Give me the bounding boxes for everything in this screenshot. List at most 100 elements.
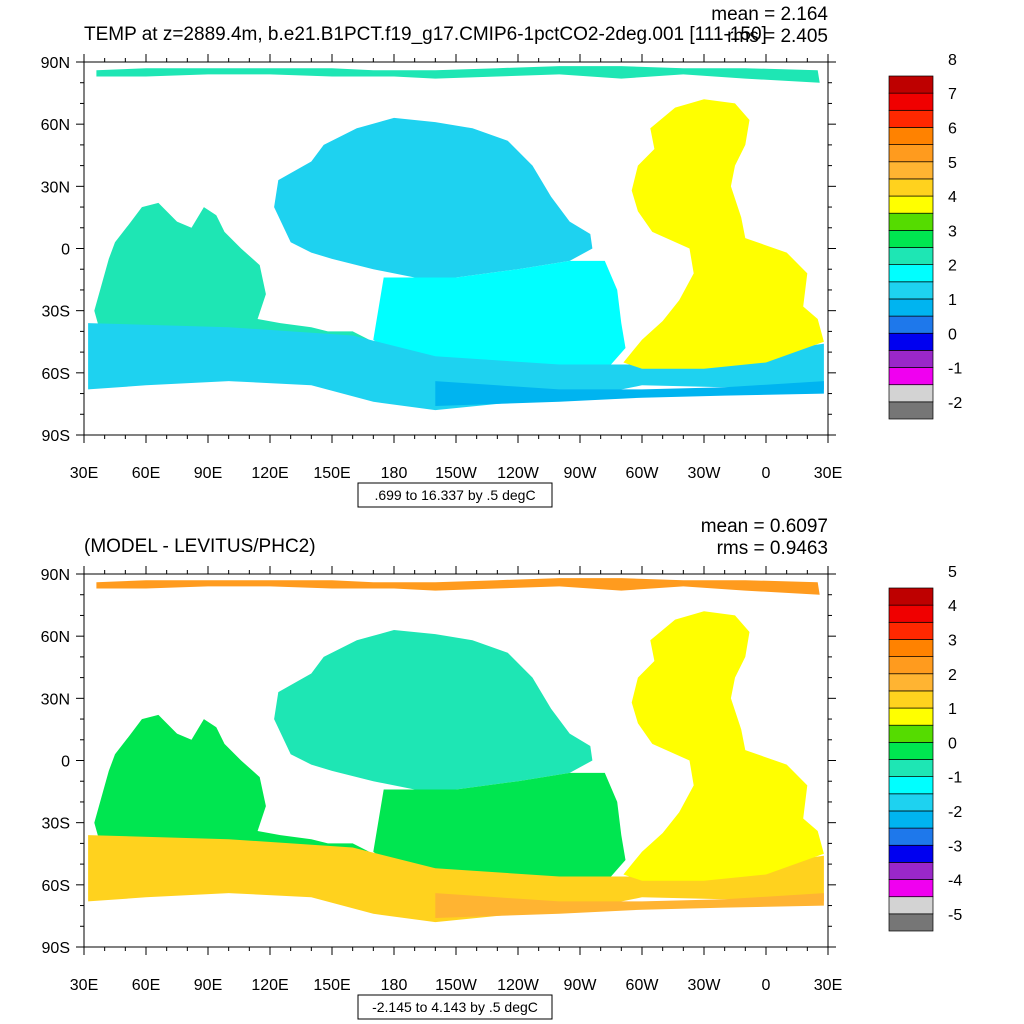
x-tick-label: 120W [497, 465, 540, 482]
colorbar-label: 8 [948, 52, 957, 69]
colorbar-label: 4 [948, 598, 957, 615]
colorbar-swatch [888, 298, 934, 317]
x-tick-label: 180 [381, 465, 408, 482]
colorbar-swatch [888, 793, 934, 812]
y-tick-label: 30S [42, 816, 70, 833]
colorbar-label: -4 [948, 873, 962, 890]
contour-info-label: -2.145 to 4.143 by .5 degC [372, 999, 538, 1015]
y-tick-label: 60S [42, 878, 70, 895]
rms-stat: rms = 2.405 [727, 26, 828, 47]
colorbar-swatch [888, 656, 934, 675]
colorbar-swatch [888, 776, 934, 795]
colorbar-swatch [888, 144, 934, 163]
x-tick-label: 90E [194, 977, 222, 994]
ocean-region-indian-ocean [94, 714, 374, 860]
x-tick-label: 150W [435, 977, 478, 994]
x-tick-label: 60W [626, 465, 660, 482]
x-tick-label: 30W [688, 977, 722, 994]
ocean-region-indian-ocean [94, 202, 374, 348]
colorbar-swatch [888, 827, 934, 846]
colorbar-swatch [888, 810, 934, 829]
colorbar-swatch [888, 161, 934, 180]
colorbar-label: 5 [948, 155, 957, 172]
colorbar-swatch [888, 724, 934, 743]
colorbar-label: 7 [948, 86, 957, 103]
colorbar-label: 2 [948, 667, 957, 684]
x-tick-label: 120E [251, 465, 288, 482]
x-tick-label: 150E [313, 977, 350, 994]
colorbar-swatch [888, 350, 934, 368]
rms-stat: rms = 0.9463 [717, 538, 828, 559]
colorbar-swatch [888, 896, 934, 915]
colorbar-swatch [888, 707, 934, 726]
colorbar-label: 1 [948, 292, 957, 309]
ocean-region-arctic [96, 578, 820, 595]
colorbar-swatch [888, 879, 934, 898]
y-tick-label: 30S [42, 304, 70, 321]
y-tick-label: 60N [41, 629, 70, 646]
colorbar-label: -1 [948, 770, 962, 787]
x-tick-label: 60E [132, 977, 160, 994]
colorbar-swatch [888, 639, 934, 657]
colorbar-swatch [888, 759, 934, 777]
colorbar-swatch [888, 281, 934, 300]
colorbar-swatch [888, 92, 934, 111]
y-tick-label: 90N [41, 55, 70, 72]
y-tick-label: 90N [41, 567, 70, 584]
map-panel-2: 30E 60E 90E 120E 150E 180 150W 120W 90W 60W 30W 0 30… [41, 516, 962, 1020]
colorbar-label: 5 [948, 564, 957, 581]
y-tick-label: 60N [41, 117, 70, 134]
ocean-region-south-pacific [373, 260, 626, 369]
map-panel-1: 30E 60E 90E 120E 150E 180 150W 120W 90W 60W 30W 0 30… [41, 4, 962, 508]
x-tick-label: 150E [313, 465, 350, 482]
x-tick-label: 90E [194, 465, 222, 482]
colorbar-label: 2 [948, 258, 957, 275]
colorbar-swatch [888, 247, 934, 265]
y-tick-label: 90S [42, 940, 70, 957]
x-tick-label: 0 [762, 465, 771, 482]
colorbar-swatch [888, 315, 934, 334]
colorbar-label: 0 [948, 735, 957, 752]
colorbar-label: -3 [948, 838, 962, 855]
ocean-region-southern-ocean [88, 835, 824, 923]
contour-info-box [357, 482, 553, 508]
colorbar-swatch [888, 367, 934, 386]
ocean-region-atlantic [623, 611, 824, 881]
chart-title: TEMP at z=2889.4m, b.e21.B1PCT.f19_g17.C… [84, 24, 767, 45]
ocean-region-south-pacific [373, 772, 626, 881]
x-tick-label: 90W [564, 977, 598, 994]
x-tick-label: 0 [762, 977, 771, 994]
colorbar-swatch [888, 195, 934, 214]
colorbar-swatch [888, 178, 934, 197]
colorbar-label: -1 [948, 361, 962, 378]
colorbar-swatch [888, 587, 934, 606]
mean-stat: mean = 0.6097 [701, 516, 828, 537]
colorbar-label: 3 [948, 223, 957, 240]
colorbar-swatch [888, 127, 934, 145]
y-tick-label: 0 [61, 242, 70, 259]
colorbar-label: 1 [948, 701, 957, 718]
colorbar-swatch [888, 862, 934, 880]
ocean-region-southern-ocean [88, 323, 824, 411]
colorbar-swatch [888, 741, 934, 760]
colorbar-swatch [888, 230, 934, 248]
x-tick-label: 180 [381, 977, 408, 994]
ocean-region-antarctic-shelf [435, 893, 824, 918]
colorbar-label: -2 [948, 804, 962, 821]
y-tick-label: 0 [61, 754, 70, 771]
colorbar-swatch [888, 75, 934, 94]
x-tick-label: 30W [688, 465, 722, 482]
colorbar-label: 0 [948, 326, 957, 343]
ocean-region-antarctic-shelf [435, 381, 824, 406]
colorbar-swatch [888, 109, 934, 128]
x-tick-label: 90W [564, 465, 598, 482]
colorbar-swatch [888, 264, 934, 283]
x-tick-label: 30E [70, 977, 98, 994]
colorbar-swatch [888, 384, 934, 403]
ocean-region-atlantic [623, 99, 824, 369]
mean-stat: mean = 2.164 [711, 4, 828, 25]
colorbar-label: 4 [948, 189, 957, 206]
colorbar-swatch [888, 621, 934, 640]
colorbar-swatch [888, 913, 934, 932]
ocean-region-arctic [96, 66, 820, 83]
